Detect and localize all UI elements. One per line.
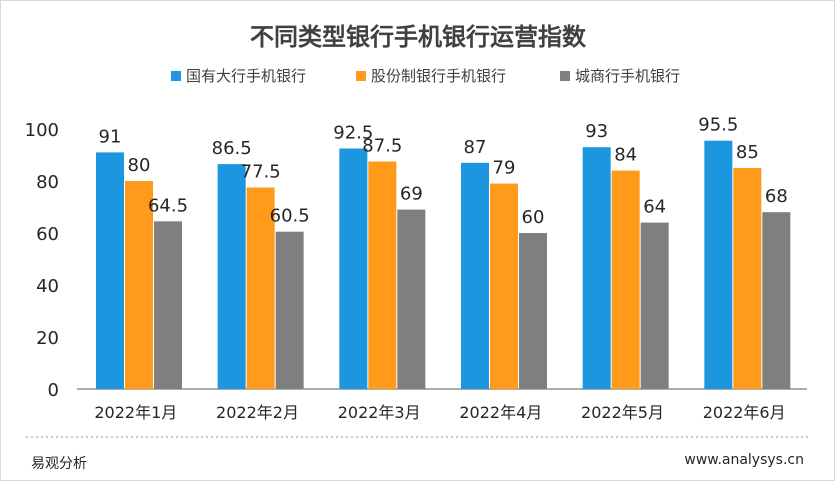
x-tick-label: 2022年1月 (94, 403, 177, 422)
data-label: 64 (643, 197, 666, 218)
y-tick-label: 40 (36, 276, 59, 297)
data-label: 92.5 (333, 123, 373, 144)
y-tick-label: 100 (25, 120, 59, 141)
data-label: 60 (522, 207, 545, 228)
data-label: 86.5 (212, 138, 252, 159)
bar (339, 148, 368, 389)
x-tick-label: 2022年6月 (703, 403, 786, 422)
data-label: 80 (128, 155, 151, 176)
legend-label: 国有大行手机银行 (186, 67, 306, 85)
source-label: 易观分析 (31, 456, 87, 472)
data-label: 77.5 (241, 162, 281, 183)
y-tick-label: 20 (36, 328, 59, 349)
data-label: 69 (400, 184, 423, 205)
legend-label: 股份制银行手机银行 (371, 67, 506, 85)
x-tick-label: 2022年3月 (338, 403, 421, 422)
legend-label: 城商行手机银行 (575, 67, 680, 85)
x-axis: 2022年1月 2022年2月 2022年3月 2022年4月 2022年5月 2022年… (94, 403, 785, 422)
bar (368, 161, 397, 389)
bars: 91 80 64.5 86.5 77.5 60.5 92.587.5 69 87 79 60 93 84… (96, 115, 791, 389)
bar (640, 222, 669, 389)
bar (611, 170, 640, 389)
data-label: 60.5 (270, 206, 310, 227)
bar-chart: 不同类型银行手机银行运营指数 国有大行手机银行 股份制银行手机银行 城商行手机银行 … (25, 23, 807, 422)
bar (125, 181, 153, 389)
source-url: www.analysys.cn (684, 452, 804, 468)
legend: 国有大行手机银行 股份制银行手机银行 城商行手机银行 (171, 67, 680, 85)
data-label: 87 (464, 137, 487, 158)
chart-title: 不同类型银行手机银行运营指数 (250, 23, 587, 51)
bar (490, 183, 518, 389)
y-tick-label: 0 (48, 380, 59, 401)
y-tick-label: 60 (36, 224, 59, 245)
data-label: 84 (614, 145, 637, 166)
bar (733, 168, 762, 389)
legend-swatch (356, 71, 366, 81)
bar (275, 231, 304, 389)
bar (461, 162, 489, 389)
x-tick-label: 2022年5月 (581, 403, 664, 422)
y-axis: 0 20 40 60 80 100 (25, 120, 807, 401)
bar (154, 221, 182, 389)
legend-swatch (560, 71, 570, 81)
data-label: 64.5 (148, 195, 188, 216)
bar (519, 233, 547, 389)
bar (397, 209, 426, 389)
bar (762, 212, 791, 389)
x-tick-label: 2022年4月 (459, 403, 542, 422)
legend-swatch (171, 71, 181, 81)
bar (96, 152, 124, 389)
y-tick-label: 80 (36, 172, 59, 193)
data-label: 93 (585, 121, 608, 142)
bar (217, 164, 246, 389)
data-label: 68 (765, 186, 788, 207)
data-label: 85 (736, 142, 759, 163)
data-label: 87.5 (362, 136, 402, 157)
data-label: 91 (99, 126, 122, 147)
data-label: 79 (493, 158, 516, 179)
bar (246, 187, 275, 389)
bar (704, 140, 733, 389)
data-label: 95.5 (698, 115, 738, 136)
x-tick-label: 2022年2月 (216, 403, 299, 422)
bar (582, 147, 611, 389)
